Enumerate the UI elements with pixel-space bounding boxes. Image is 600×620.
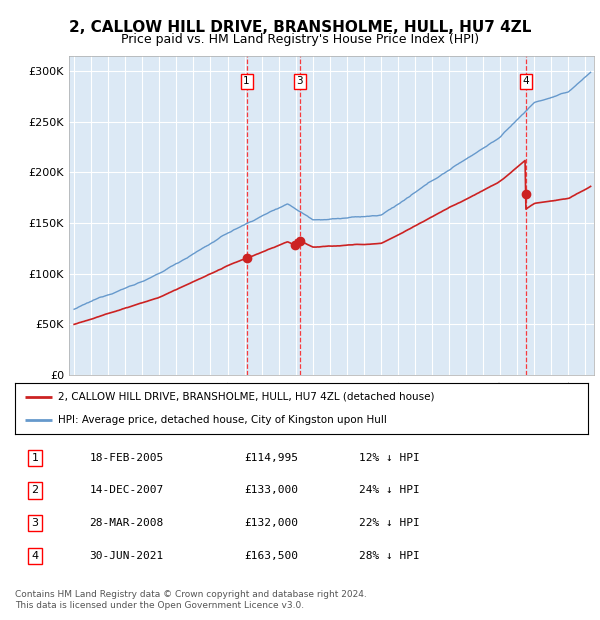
Text: Contains HM Land Registry data © Crown copyright and database right 2024.
This d: Contains HM Land Registry data © Crown c… xyxy=(15,590,367,609)
Text: £163,500: £163,500 xyxy=(244,551,298,561)
Text: 2, CALLOW HILL DRIVE, BRANSHOLME, HULL, HU7 4ZL (detached house): 2, CALLOW HILL DRIVE, BRANSHOLME, HULL, … xyxy=(58,392,434,402)
Text: 24% ↓ HPI: 24% ↓ HPI xyxy=(359,485,419,495)
Text: HPI: Average price, detached house, City of Kingston upon Hull: HPI: Average price, detached house, City… xyxy=(58,415,387,425)
Text: 28% ↓ HPI: 28% ↓ HPI xyxy=(359,551,419,561)
Text: £133,000: £133,000 xyxy=(244,485,298,495)
Text: £132,000: £132,000 xyxy=(244,518,298,528)
Text: 30-JUN-2021: 30-JUN-2021 xyxy=(89,551,164,561)
Text: 22% ↓ HPI: 22% ↓ HPI xyxy=(359,518,419,528)
Text: 1: 1 xyxy=(32,453,38,463)
Text: 4: 4 xyxy=(523,76,529,86)
Text: 2: 2 xyxy=(31,485,38,495)
Text: £114,995: £114,995 xyxy=(244,453,298,463)
Text: 12% ↓ HPI: 12% ↓ HPI xyxy=(359,453,419,463)
Text: 14-DEC-2007: 14-DEC-2007 xyxy=(89,485,164,495)
Text: 3: 3 xyxy=(32,518,38,528)
Text: 3: 3 xyxy=(296,76,303,86)
Text: 28-MAR-2008: 28-MAR-2008 xyxy=(89,518,164,528)
Text: 4: 4 xyxy=(31,551,38,561)
Text: 18-FEB-2005: 18-FEB-2005 xyxy=(89,453,164,463)
Text: 1: 1 xyxy=(244,76,250,86)
Text: Price paid vs. HM Land Registry's House Price Index (HPI): Price paid vs. HM Land Registry's House … xyxy=(121,33,479,46)
Text: 2, CALLOW HILL DRIVE, BRANSHOLME, HULL, HU7 4ZL: 2, CALLOW HILL DRIVE, BRANSHOLME, HULL, … xyxy=(69,20,531,35)
